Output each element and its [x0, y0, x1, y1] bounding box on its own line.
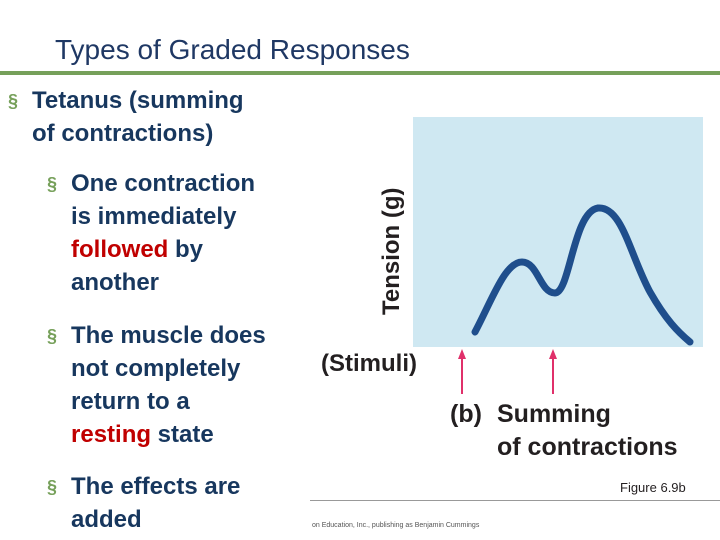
sub-bullet-muscle-not-resting: § The muscle does not completely return …: [47, 319, 266, 451]
bullet-text-line: not completely: [71, 355, 241, 382]
bullet-tetanus: § Tetanus (summing of contractions): [8, 84, 244, 150]
bullet-marker-icon: §: [47, 326, 58, 346]
bullet-text-fragment: by: [168, 236, 204, 263]
bullet-text-line: The effects are: [71, 473, 241, 500]
figure-caption: (b) Summing of contractions: [450, 398, 678, 464]
bullet-marker-icon: §: [47, 477, 58, 497]
bullet-marker-icon: §: [8, 91, 19, 111]
bullet-text-line: The muscle does: [71, 322, 266, 349]
bullet-marker-icon: §: [47, 174, 58, 194]
copyright-text: on Education, Inc., publishing as Benjam…: [312, 522, 480, 529]
footer-divider: [310, 500, 720, 501]
stimuli-label: (Stimuli): [321, 350, 417, 377]
bullet-text-line: One contraction: [71, 170, 256, 197]
stimulus-arrow-1: [458, 349, 466, 394]
sub-bullet-effects-added: § The effects are added: [47, 470, 241, 536]
stimulus-arrow-2: [549, 349, 557, 394]
caption-line: of contractions: [497, 433, 678, 461]
bullet-text-line: Tetanus (summing: [32, 87, 244, 114]
slide-title: Types of Graded Responses: [55, 34, 410, 65]
y-axis-label: Tension (g): [378, 187, 405, 315]
title-divider: [0, 71, 720, 75]
emphasis-resting: resting: [71, 421, 152, 448]
bullet-text-line: added: [71, 506, 142, 533]
bullet-text-line: is immediately: [71, 203, 237, 230]
bullet-text-line: another: [71, 269, 160, 296]
figure-number: Figure 6.9b: [620, 480, 686, 495]
bullet-text-line: followed by: [71, 233, 255, 266]
tension-curve: [471, 204, 694, 346]
emphasis-followed: followed: [71, 236, 169, 263]
caption-line: Summing: [497, 400, 611, 428]
figure-background: [413, 117, 703, 347]
bullet-text-line: resting state: [71, 418, 266, 451]
bullet-text-line: return to a: [71, 388, 190, 415]
sub-bullet-one-contraction: § One contraction is immediately followe…: [47, 167, 256, 299]
bullet-text-line: of contractions): [32, 120, 214, 147]
caption-letter: (b): [450, 400, 482, 428]
bullet-text-fragment: state: [151, 421, 214, 448]
